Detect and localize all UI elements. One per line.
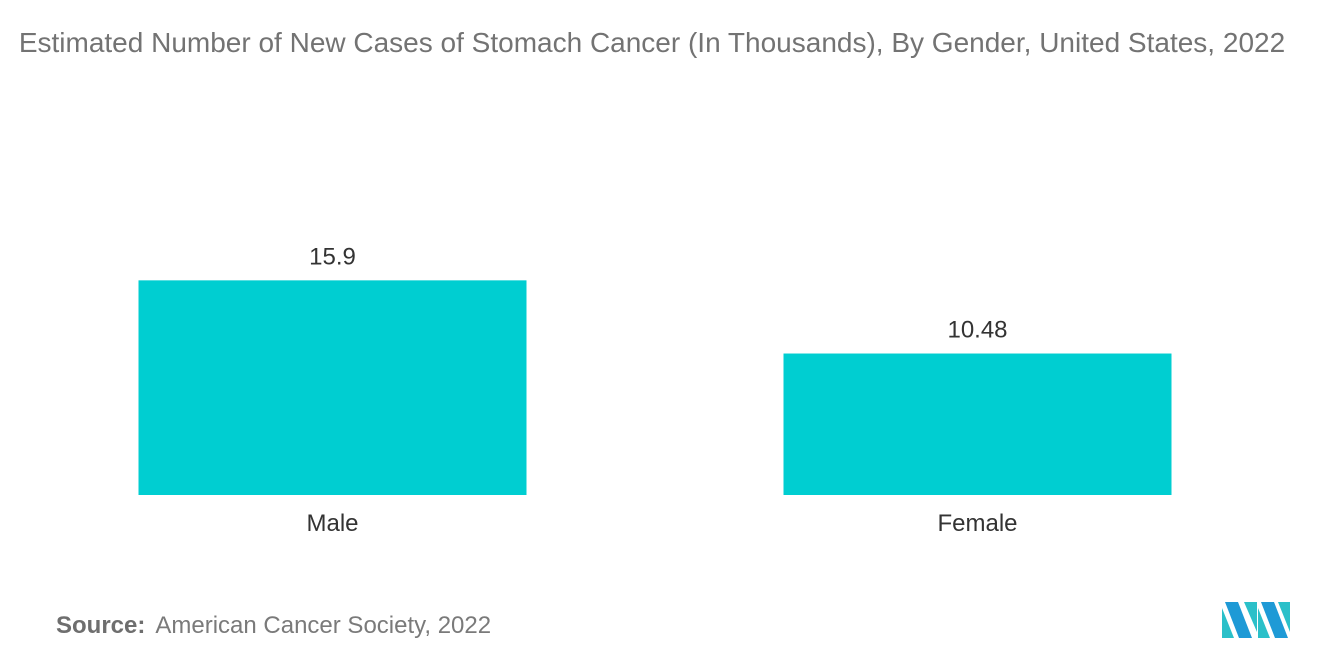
category-label-female: Female (937, 510, 1017, 537)
bar-female (783, 353, 1172, 495)
value-label-female: 10.48 (947, 317, 1007, 344)
source-text: American Cancer Society, 2022 (155, 612, 492, 639)
value-label-male: 15.9 (309, 243, 356, 270)
bars-layer (138, 280, 1172, 495)
chart-title: Estimated Number of New Cases of Stomach… (18, 27, 1286, 58)
bar-male (138, 280, 527, 495)
source-note: Source: American Cancer Society, 2022 (56, 612, 491, 640)
source-label: Source: (56, 612, 146, 639)
labels-layer: 15.9 Male 10.48 Female (306, 243, 1017, 537)
mordor-intelligence-logo-icon (1222, 602, 1290, 638)
bar-chart: 15.9 Male 10.48 Female (138, 243, 1172, 537)
category-label-male: Male (306, 510, 358, 537)
